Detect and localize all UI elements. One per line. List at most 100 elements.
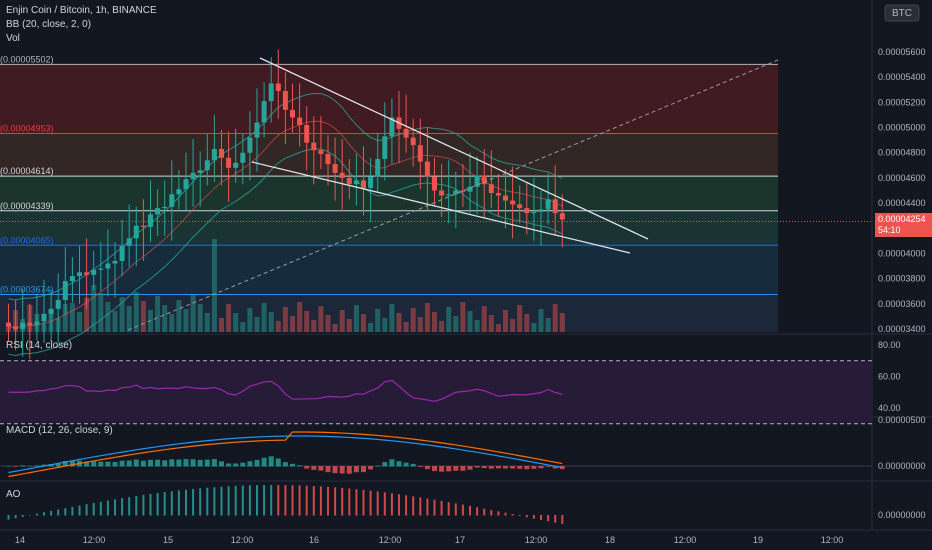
rsi-label[interactable]: RSI (14, close) bbox=[6, 340, 72, 351]
volume-bar bbox=[545, 318, 551, 332]
macd-histogram-bar bbox=[176, 459, 182, 467]
ao-histogram-bar bbox=[312, 485, 315, 516]
candle-body bbox=[275, 83, 281, 92]
volume-bar bbox=[155, 296, 161, 332]
ao-histogram-bar bbox=[426, 498, 429, 516]
candle-body bbox=[488, 184, 494, 194]
candle-body bbox=[446, 194, 452, 196]
volume-indicator-label[interactable]: Vol bbox=[6, 33, 20, 44]
rsi-panel: 80.00 60.00 40.00 bbox=[0, 340, 901, 425]
volume-bar bbox=[282, 307, 288, 332]
ao-histogram-bar bbox=[398, 494, 400, 516]
ao-histogram-bar bbox=[440, 500, 443, 516]
candle-body bbox=[282, 91, 288, 110]
candle-body bbox=[495, 193, 501, 196]
macd-histogram-bar bbox=[48, 464, 54, 467]
macd-histogram-bar bbox=[155, 459, 161, 467]
volume-bar bbox=[77, 312, 82, 332]
bb-indicator-label[interactable]: BB (20, close, 2, 0) bbox=[6, 19, 91, 30]
time-tick-label: 12:00 bbox=[674, 535, 697, 545]
ao-histogram-bar bbox=[348, 488, 351, 516]
candle-body bbox=[155, 208, 161, 215]
currency-badge[interactable] bbox=[884, 4, 920, 22]
ao-histogram-bar bbox=[21, 515, 24, 517]
candle-body bbox=[69, 276, 75, 282]
fib-level-label: (0.00003674) bbox=[0, 285, 54, 295]
current-price-badge bbox=[875, 213, 932, 237]
ao-histogram-bar bbox=[241, 485, 244, 516]
volume-bar bbox=[304, 311, 310, 332]
candle-body bbox=[481, 175, 487, 185]
time-tick-label: 12:00 bbox=[231, 535, 254, 545]
volume-bar bbox=[446, 307, 452, 332]
ao-histogram-bar bbox=[57, 509, 60, 516]
ao-histogram-bar bbox=[234, 485, 237, 516]
macd-histogram-bar bbox=[183, 459, 189, 467]
volume-bar bbox=[69, 303, 75, 332]
ao-histogram-bar bbox=[476, 507, 479, 516]
volume-bar bbox=[531, 323, 537, 332]
candle-body bbox=[439, 190, 445, 196]
candle-body bbox=[197, 170, 203, 173]
macd-histogram-bar bbox=[538, 466, 544, 469]
price-tick-label: 0.00005000 bbox=[878, 123, 926, 133]
macd-histogram-bar bbox=[27, 465, 33, 467]
volume-bar bbox=[133, 292, 139, 332]
macd-histogram-bar bbox=[353, 466, 359, 473]
macd-histogram-bar bbox=[55, 463, 61, 467]
volume-bar bbox=[105, 302, 111, 332]
ao-label[interactable]: AO bbox=[6, 489, 21, 500]
ao-histogram-bar bbox=[369, 490, 372, 516]
volume-bar bbox=[62, 304, 68, 332]
candle-body bbox=[105, 263, 111, 269]
time-tick-label: 18 bbox=[605, 535, 615, 545]
candle-body bbox=[403, 128, 409, 138]
candle-body bbox=[34, 321, 40, 326]
candle-body bbox=[148, 214, 153, 228]
wedge-lower-trendline[interactable] bbox=[251, 161, 631, 254]
ao-histogram-bar bbox=[64, 508, 67, 516]
candle-body bbox=[453, 190, 459, 195]
candle-body bbox=[13, 326, 19, 329]
ao-histogram-bar bbox=[334, 487, 337, 516]
macd-histogram-bar bbox=[254, 459, 260, 467]
macd-histogram-bar bbox=[318, 466, 324, 471]
macd-histogram-bar bbox=[20, 465, 26, 467]
candle-body bbox=[417, 145, 423, 162]
ao-histogram-bar bbox=[561, 515, 564, 525]
macd-histogram-bar bbox=[453, 466, 459, 471]
macd-histogram-bar bbox=[396, 461, 402, 467]
volume-bar bbox=[332, 324, 338, 332]
trend-lines[interactable] bbox=[127, 57, 779, 331]
volume-bar bbox=[169, 314, 175, 332]
price-tick-label: 0.00005200 bbox=[878, 97, 926, 107]
macd-histogram-bar bbox=[240, 462, 246, 467]
ao-histogram-bar bbox=[170, 491, 173, 516]
candle-body bbox=[77, 272, 82, 277]
macd-histogram-bar bbox=[282, 462, 288, 467]
volume-bar bbox=[517, 305, 523, 332]
ao-histogram-bar bbox=[469, 505, 471, 516]
macd-line bbox=[8, 435, 563, 474]
macd-histogram-bar bbox=[552, 466, 558, 469]
fib-diagonal-line[interactable] bbox=[127, 59, 779, 331]
macd-histogram-bar bbox=[290, 463, 295, 467]
macd-histogram-bar bbox=[524, 466, 530, 470]
ao-histogram-bar bbox=[341, 487, 344, 516]
wedge-upper-trendline[interactable] bbox=[259, 57, 649, 240]
bar-countdown: 54:10 bbox=[878, 225, 901, 235]
volume-bar bbox=[389, 304, 395, 332]
volume-bar bbox=[119, 297, 125, 332]
candle-body bbox=[503, 195, 508, 201]
macd-histogram-bar bbox=[481, 466, 487, 469]
candle-body bbox=[460, 190, 466, 192]
volume-bar bbox=[112, 311, 118, 332]
macd-label[interactable]: MACD (12, 26, close, 9) bbox=[6, 425, 113, 436]
candle-body bbox=[311, 142, 317, 151]
time-axis[interactable]: 14 12:00 15 12:00 16 12:00 17 12:00 18 12:00 19 12:… bbox=[15, 535, 843, 545]
volume-bar bbox=[226, 304, 232, 332]
price-axis[interactable]: 0.00005600 0.00005400 0.00005200 0.00005000… bbox=[878, 47, 926, 334]
candle-body bbox=[290, 109, 295, 118]
candle-body bbox=[133, 225, 139, 239]
